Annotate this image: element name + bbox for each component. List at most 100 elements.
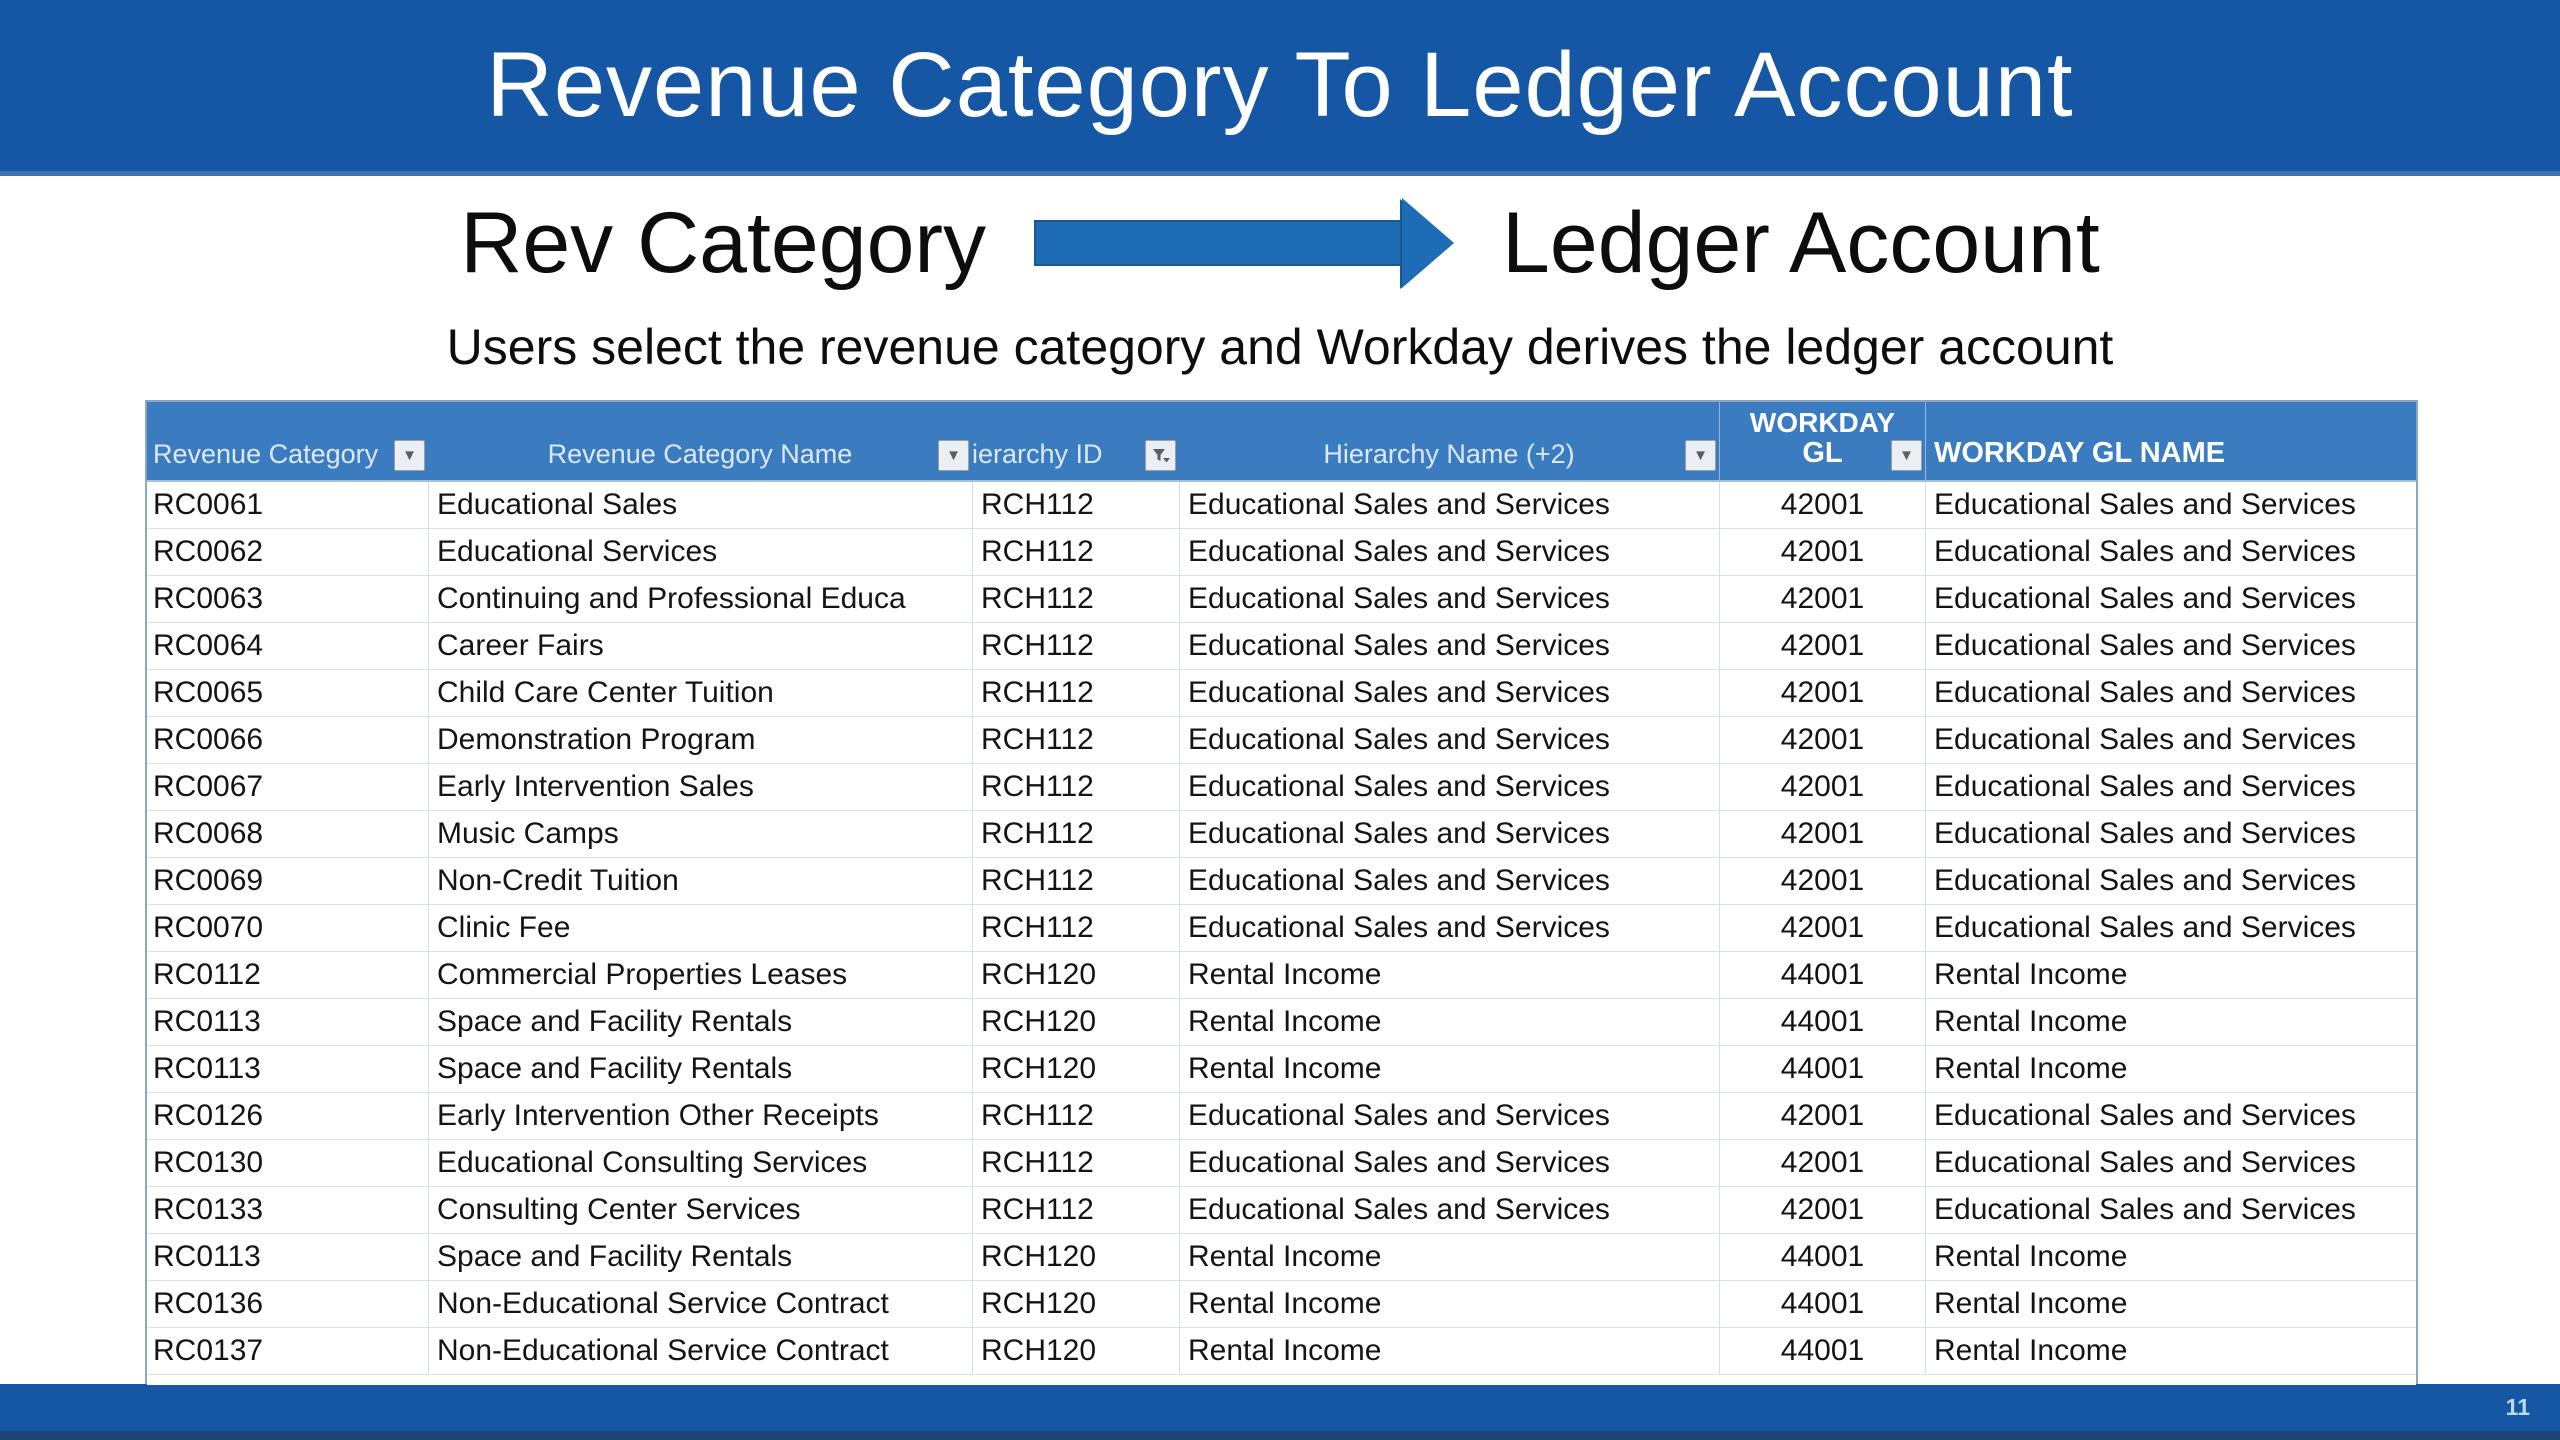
revenue-category-name-filter-dropdown-button[interactable]: ▼ [938, 440, 969, 471]
cell-workday-gl-name: Rental Income [1925, 1234, 2412, 1280]
cell-revenue-category: RC0070 [153, 911, 264, 944]
cell-hierarchy-name: Educational Sales and Services [1179, 858, 1719, 904]
cell-workday-gl-name: Educational Sales and Services [1925, 905, 2412, 951]
cell-hierarchy-id: RCH112 [972, 1093, 1179, 1139]
cell-hierarchy-name: Rental Income [1179, 999, 1719, 1045]
cell-workday-gl-name: Rental Income [1925, 1328, 2412, 1374]
empty-row [147, 1375, 2416, 1385]
column-header-workday-gl: WORKDAY GL ▼ [1719, 402, 1925, 480]
cell-hierarchy-id: RCH112 [972, 670, 1179, 716]
column-header-hierarchy-name: Hierarchy Name (+2) ▼ [1179, 402, 1719, 480]
cell-revenue-category: RC0113 [153, 1240, 261, 1273]
column-header-workday-gl-name: WORKDAY GL NAME [1925, 402, 2412, 480]
table-body: RC0061 Educational Sales RCH112 Educatio… [147, 482, 2416, 1375]
cell-workday-gl-name: Educational Sales and Services [1925, 623, 2412, 669]
cell-workday-gl-name: Educational Sales and Services [1925, 670, 2412, 716]
table-row: RC0133 Consulting Center Services RCH112… [147, 1187, 2416, 1234]
cell-revenue-category-name: Non-Educational Service Contract [428, 1281, 972, 1327]
cell-hierarchy-name: Rental Income [1179, 1281, 1719, 1327]
filter-funnel-icon [1151, 446, 1171, 466]
cell-hierarchy-id: RCH120 [972, 952, 1179, 998]
table-row: RC0069 Non-Credit Tuition RCH112 Educati… [147, 858, 2416, 905]
hierarchy-name-filter-dropdown-button[interactable]: ▼ [1685, 440, 1716, 471]
column-header-revenue-category: Revenue Category ▼ [147, 402, 428, 480]
cell-workday-gl: 42001 [1719, 670, 1925, 716]
column-header-label: Revenue Category Name [547, 439, 853, 469]
cell-revenue-category-name: Music Camps [428, 811, 972, 857]
cell-hierarchy-id: RCH112 [972, 1187, 1179, 1233]
mapping-diagram: Rev Category Ledger Account [0, 183, 2560, 303]
cell-workday-gl-name: Educational Sales and Services [1925, 482, 2412, 528]
table-row: RC0112 Commercial Properties Leases RCH1… [147, 952, 2416, 999]
cell-workday-gl-name: Educational Sales and Services [1925, 858, 2412, 904]
cell-workday-gl: 42001 [1719, 717, 1925, 763]
table-row: RC0066 Demonstration Program RCH112 Educ… [147, 717, 2416, 764]
cell-hierarchy-name: Educational Sales and Services [1179, 576, 1719, 622]
revenue-category-table: Revenue Category ▼ Revenue Category Name… [145, 400, 2418, 1385]
cell-workday-gl: 42001 [1719, 482, 1925, 528]
cell-workday-gl: 42001 [1719, 576, 1925, 622]
cell-hierarchy-id: RCH112 [972, 529, 1179, 575]
cell-hierarchy-id: RCH112 [972, 764, 1179, 810]
workday-gl-filter-dropdown-button[interactable]: ▼ [1891, 440, 1922, 471]
table-row: RC0130 Educational Consulting Services R… [147, 1140, 2416, 1187]
cell-workday-gl-name: Educational Sales and Services [1925, 811, 2412, 857]
cell-hierarchy-name: Educational Sales and Services [1179, 811, 1719, 857]
cell-workday-gl: 42001 [1719, 623, 1925, 669]
table-row: RC0113 Space and Facility Rentals RCH120… [147, 1234, 2416, 1281]
cell-revenue-category-name: Consulting Center Services [428, 1187, 972, 1233]
cell-revenue-category-name: Early Intervention Other Receipts [428, 1093, 972, 1139]
column-header-label: ierarchy ID [972, 439, 1103, 469]
cell-hierarchy-name: Rental Income [1179, 1046, 1719, 1092]
cell-workday-gl-name: Rental Income [1925, 1046, 2412, 1092]
table-row: RC0061 Educational Sales RCH112 Educatio… [147, 482, 2416, 529]
cell-workday-gl-name: Rental Income [1925, 1281, 2412, 1327]
cell-hierarchy-id: RCH112 [972, 623, 1179, 669]
title-banner: Revenue Category To Ledger Account [0, 0, 2560, 176]
table-row: RC0063 Continuing and Professional Educa… [147, 576, 2416, 623]
table-header-row: Revenue Category ▼ Revenue Category Name… [147, 402, 2416, 482]
cell-revenue-category-name: Clinic Fee [428, 905, 972, 951]
revenue-category-filter-dropdown-button[interactable]: ▼ [394, 440, 425, 471]
cell-hierarchy-name: Educational Sales and Services [1179, 764, 1719, 810]
cell-workday-gl-name: Educational Sales and Services [1925, 1187, 2412, 1233]
table-row: RC0062 Educational Services RCH112 Educa… [147, 529, 2416, 576]
cell-revenue-category-name: Career Fairs [428, 623, 972, 669]
cell-workday-gl: 42001 [1719, 1140, 1925, 1186]
cell-revenue-category-name: Commercial Properties Leases [428, 952, 972, 998]
hierarchy-id-filter-applied-button[interactable] [1145, 440, 1176, 471]
cell-workday-gl-name: Educational Sales and Services [1925, 717, 2412, 763]
table-row: RC0136 Non-Educational Service Contract … [147, 1281, 2416, 1328]
cell-revenue-category: RC0112 [153, 958, 261, 991]
cell-workday-gl: 44001 [1719, 1328, 1925, 1374]
cell-revenue-category: RC0064 [153, 629, 264, 662]
cell-workday-gl-name: Rental Income [1925, 999, 2412, 1045]
cell-revenue-category-name: Educational Sales [428, 482, 972, 528]
column-header-label: WORKDAY GL NAME [1934, 437, 2226, 469]
cell-workday-gl-name: Educational Sales and Services [1925, 576, 2412, 622]
cell-hierarchy-id: RCH112 [972, 1140, 1179, 1186]
table-row: RC0067 Early Intervention Sales RCH112 E… [147, 764, 2416, 811]
cell-hierarchy-name: Educational Sales and Services [1179, 1187, 1719, 1233]
cell-workday-gl-name: Rental Income [1925, 952, 2412, 998]
cell-hierarchy-id: RCH120 [972, 1234, 1179, 1280]
cell-hierarchy-name: Educational Sales and Services [1179, 717, 1719, 763]
cell-revenue-category: RC0067 [153, 770, 264, 803]
cell-hierarchy-id: RCH120 [972, 1046, 1179, 1092]
cell-hierarchy-name: Educational Sales and Services [1179, 482, 1719, 528]
column-header-label: Hierarchy Name (+2) [1323, 439, 1575, 469]
cell-workday-gl-name: Educational Sales and Services [1925, 1093, 2412, 1139]
cell-workday-gl: 42001 [1719, 1187, 1925, 1233]
cell-workday-gl: 42001 [1719, 858, 1925, 904]
cell-workday-gl: 42001 [1719, 1093, 1925, 1139]
cell-revenue-category: RC0136 [153, 1287, 264, 1320]
cell-hierarchy-id: RCH120 [972, 1281, 1179, 1327]
cell-revenue-category-name: Demonstration Program [428, 717, 972, 763]
cell-revenue-category-name: Space and Facility Rentals [428, 999, 972, 1045]
chevron-down-icon: ▼ [1693, 447, 1708, 464]
column-header-label-line2: GL [1802, 437, 1843, 469]
cell-revenue-category: RC0066 [153, 723, 264, 756]
cell-workday-gl: 44001 [1719, 999, 1925, 1045]
cell-hierarchy-id: RCH112 [972, 717, 1179, 763]
cell-hierarchy-name: Educational Sales and Services [1179, 1140, 1719, 1186]
